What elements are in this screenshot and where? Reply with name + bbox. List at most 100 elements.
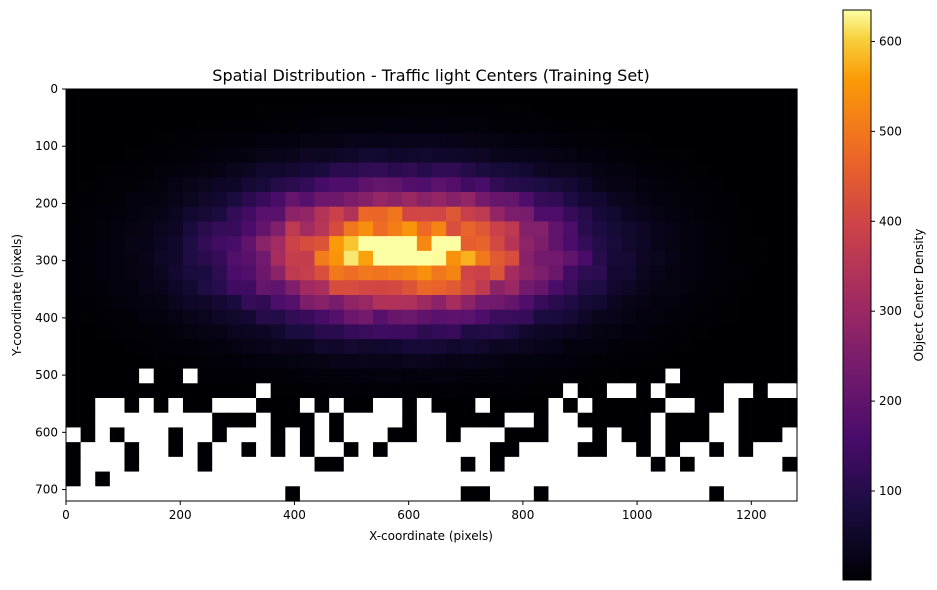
heatmap-cell: [738, 471, 754, 487]
heatmap-cell: [241, 192, 257, 208]
heatmap-cell: [548, 162, 564, 178]
heatmap-cell: [694, 412, 710, 429]
heatmap-cell: [519, 427, 535, 443]
heatmap-cell: [548, 280, 564, 296]
heatmap-cell: [241, 368, 257, 384]
heatmap-cell: [212, 206, 228, 223]
heatmap-cell: [533, 309, 550, 326]
heatmap-cell: [489, 486, 506, 502]
heatmap-cell: [489, 147, 506, 164]
heatmap-cell: [124, 177, 140, 193]
heatmap-cell: [504, 353, 520, 370]
heatmap-cell: [124, 324, 140, 340]
heatmap-cell: [767, 103, 783, 120]
heatmap-cell: [738, 236, 754, 252]
heatmap-cell: [153, 427, 169, 443]
heatmap-cell: [139, 147, 155, 164]
heatmap-cell: [109, 427, 126, 443]
heatmap-cell: [753, 383, 769, 399]
heatmap-cell: [650, 133, 667, 149]
heatmap-cell: [738, 147, 754, 164]
heatmap-cell: [387, 89, 403, 105]
heatmap-cell: [431, 162, 447, 178]
colorbar-ticks: 100 200 300 400 500 600: [871, 34, 902, 498]
heatmap-cell: [168, 133, 184, 149]
heatmap-cell: [431, 295, 447, 311]
heatmap-cell: [782, 309, 798, 326]
heatmap-cell: [446, 442, 462, 458]
x-tick-label: 600: [397, 508, 420, 522]
heatmap-cell: [226, 427, 243, 443]
heatmap-cell: [139, 250, 155, 267]
y-tick-label: 0: [50, 82, 58, 96]
heatmap-cell: [212, 147, 228, 164]
heatmap-cell: [402, 265, 418, 281]
heatmap-cell: [285, 89, 301, 105]
heatmap-cell: [299, 427, 316, 443]
heatmap-cell: [548, 368, 564, 384]
heatmap-cell: [358, 206, 374, 223]
heatmap-cell: [723, 177, 740, 193]
heatmap-cell: [504, 265, 520, 281]
heatmap-cell: [95, 339, 111, 355]
heatmap-cell: [197, 89, 213, 105]
heatmap-cell: [767, 368, 783, 384]
heatmap-cell: [621, 339, 637, 355]
heatmap-cell: [533, 442, 550, 458]
heatmap-cell: [212, 442, 228, 458]
heatmap-cell: [489, 368, 506, 384]
heatmap-cell: [548, 486, 564, 502]
heatmap-cell: [212, 383, 228, 399]
heatmap-cell: [504, 118, 520, 134]
heatmap-cell: [446, 206, 462, 223]
heatmap-cell: [358, 177, 374, 193]
heatmap-cell: [694, 162, 710, 178]
heatmap-cell: [577, 221, 593, 237]
heatmap-cell: [475, 486, 491, 502]
heatmap-cell: [592, 133, 608, 149]
heatmap-cell: [285, 383, 301, 399]
heatmap-cell: [343, 192, 359, 208]
heatmap-cell: [577, 456, 593, 473]
heatmap-cell: [782, 383, 798, 399]
heatmap-cell: [299, 147, 316, 164]
heatmap-cell: [621, 89, 637, 105]
heatmap-cell: [460, 89, 476, 105]
heatmap-cell: [124, 442, 140, 458]
heatmap-cell: [314, 412, 330, 429]
heatmap-cell: [168, 118, 184, 134]
heatmap-cell: [124, 206, 140, 223]
heatmap-cell: [621, 236, 637, 252]
heatmap-cell: [343, 368, 359, 384]
heatmap-cell: [504, 280, 520, 296]
heatmap-cell: [95, 206, 111, 223]
heatmap-cell: [358, 398, 374, 414]
heatmap-cell: [285, 339, 301, 355]
heatmap-cell: [680, 368, 696, 384]
heatmap-cell: [66, 250, 82, 267]
heatmap-cell: [753, 427, 769, 443]
heatmap-cell: [723, 324, 740, 340]
heatmap-cell: [256, 486, 272, 502]
heatmap-cell: [753, 456, 769, 473]
heatmap-cell: [577, 147, 593, 164]
heatmap-cell: [314, 295, 330, 311]
heatmap-cell: [504, 383, 520, 399]
heatmap-cell: [504, 324, 520, 340]
heatmap-cell: [358, 236, 374, 252]
heatmap-cell: [621, 353, 637, 370]
heatmap-cell: [95, 309, 111, 326]
heatmap-cell: [314, 192, 330, 208]
heatmap-cell: [270, 147, 286, 164]
heatmap-cell: [226, 295, 243, 311]
heatmap-cell: [606, 456, 623, 473]
heatmap-cell: [606, 177, 623, 193]
heatmap-cell: [402, 309, 418, 326]
heatmap-cell: [373, 353, 389, 370]
heatmap-cell: [592, 280, 608, 296]
heatmap-cell: [182, 221, 199, 237]
heatmap-cell: [709, 236, 725, 252]
heatmap-cell: [139, 309, 155, 326]
heatmap-cell: [592, 398, 608, 414]
heatmap-cell: [402, 133, 418, 149]
